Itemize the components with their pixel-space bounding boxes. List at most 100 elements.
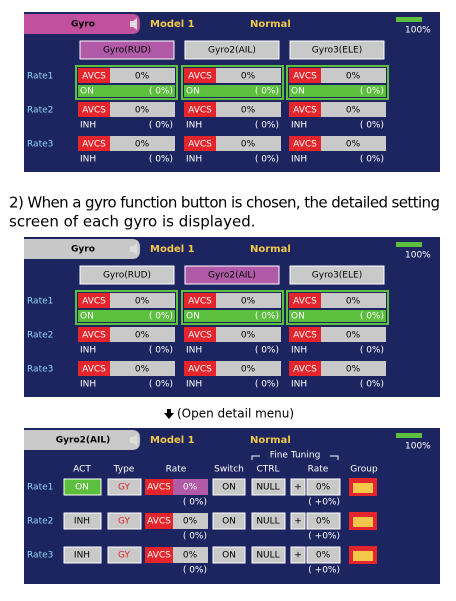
gain-value: 0% [241,72,256,82]
state-value: INH [291,121,307,131]
state-value: INH [80,121,96,131]
gain-value: 0% [135,106,150,116]
mode-value: AVCS [82,140,106,150]
mode-value: AVCS [188,72,212,82]
fine-sub: ( +0%) [308,498,340,508]
gain-value: 0% [135,297,150,307]
rate-label: Rate3 [27,365,53,375]
gyro-button [79,265,175,285]
state-value: INH [186,346,202,356]
screen-title: Gyro [71,20,95,30]
mode-value: AVCS [147,517,171,527]
rate-value: ( 0%) [149,121,173,131]
mode-box [289,68,321,83]
gain-box [173,547,208,563]
model-name: Model 1 [150,435,195,446]
sign-box [290,546,306,564]
gain-value: 0% [346,72,361,82]
gyro-button-label: Gyro(RUD) [103,46,151,56]
arrow-caption: (Open detail menu) [177,407,294,421]
gain-box [173,513,208,529]
state-value: INH [186,121,202,131]
gain-value: 0% [346,297,361,307]
state-bar [78,310,175,322]
gyro-button [289,265,385,285]
switch-box [212,512,246,530]
mode-value: AVCS [82,331,106,341]
act-box [63,478,102,496]
battery-level: 100% [405,26,431,36]
fine-box [306,512,341,530]
battery-level: 100% [405,251,431,261]
column-header: CTRL [256,465,279,475]
gain-value: 0% [346,106,361,116]
mode-value: AVCS [147,551,171,561]
switch-box [212,478,246,496]
mode-value: AVCS [293,140,317,150]
gain-box [321,293,386,308]
mode-value: AVCS [293,72,317,82]
type-box [107,546,142,564]
gain-value: 0% [346,140,361,150]
gain-box [216,293,281,308]
mode-value: AVCS [188,331,212,341]
state-value: INH [80,346,96,356]
mode-value: AVCS [147,483,171,493]
fine-tuning-label: Fine Tuning [270,451,321,461]
act-box [63,512,102,530]
rate-value: ( 0%) [360,312,384,322]
state-value: INH [291,346,307,356]
gain-box [110,361,175,376]
gain-box [110,102,175,117]
mode-value: AVCS [188,140,212,150]
gain-box [321,68,386,83]
battery-icon [396,17,422,22]
gain-box [321,361,386,376]
state-bar [78,85,175,97]
rate-value: ( 0%) [360,346,384,356]
rate-value: ( 0%) [360,155,384,165]
gain-value: 0% [183,551,198,561]
gain-box [216,136,281,151]
rate-label: Rate2 [27,517,53,527]
sign-value: + [294,517,302,527]
mode-box [145,513,173,529]
flight-mode: Normal [250,435,291,446]
mode-box [145,547,173,563]
gain-box [321,136,386,151]
sign-value: + [294,551,302,561]
screen-title: Gyro [71,245,95,255]
rate-value: ( 0%) [360,87,384,97]
rate-value: ( 0%) [149,87,173,97]
ctrl-box [251,546,286,564]
paragraph-line: screen of each gyro is displayed. [9,213,256,231]
screen-title: Gyro2(AIL) [56,436,110,446]
fine-box [306,478,341,496]
sign-box [290,512,306,530]
rate-sub: ( 0%) [183,498,207,508]
gain-box [321,327,386,342]
fine-value: 0% [316,483,331,493]
mode-box [184,136,216,151]
state-value: INH [291,380,307,390]
state-value: INH [80,155,96,165]
gyro-button-label: Gyro2(AIL) [208,271,256,281]
gain-value: 0% [135,140,150,150]
rate-value: ( 0%) [149,380,173,390]
gain-box [110,68,175,83]
mode-value: AVCS [293,365,317,375]
gain-value: 0% [183,517,198,527]
ctrl-box [251,512,286,530]
rate-value: ( 0%) [255,312,279,322]
rate-value: ( 0%) [149,312,173,322]
mode-value: AVCS [293,297,317,307]
type-value: GY [118,483,131,493]
fine-value: 0% [316,551,331,561]
gain-value: 0% [346,365,361,375]
title-tab [24,239,140,259]
ctrl-value: NULL [256,517,279,527]
type-value: GY [118,517,131,527]
mode-value: AVCS [293,331,317,341]
rate-label: Rate2 [27,331,53,341]
rate-label: Rate3 [27,140,53,150]
